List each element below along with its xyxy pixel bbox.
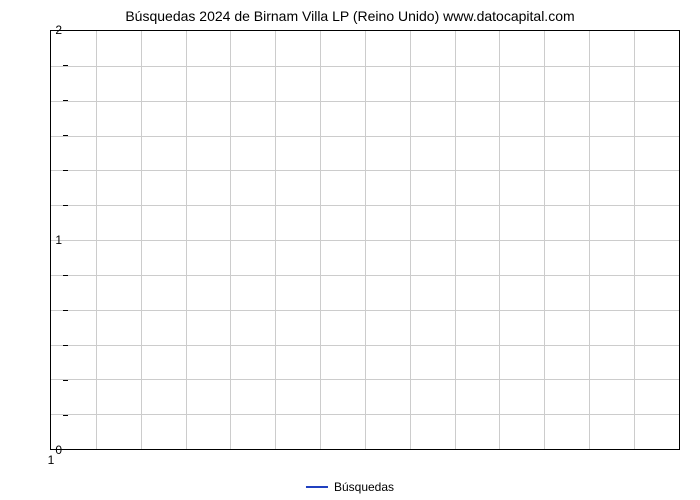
y-minor-tick	[63, 310, 68, 311]
y-minor-tick	[63, 100, 68, 101]
grid-h	[51, 310, 679, 311]
grid-h	[51, 240, 679, 241]
y-minor-tick	[63, 415, 68, 416]
legend-label: Búsquedas	[334, 480, 394, 494]
grid-h	[51, 275, 679, 276]
grid-h	[51, 205, 679, 206]
y-minor-tick	[63, 65, 68, 66]
y-tick-label: 2	[55, 23, 62, 37]
grid-h	[51, 379, 679, 380]
y-minor-tick	[63, 275, 68, 276]
y-minor-tick	[63, 170, 68, 171]
grid-h	[51, 345, 679, 346]
chart-container: 1	[50, 30, 680, 450]
y-minor-tick	[63, 345, 68, 346]
x-tick-label: 1	[48, 453, 55, 467]
grid-h	[51, 66, 679, 67]
y-minor-tick	[63, 380, 68, 381]
grid-h	[51, 414, 679, 415]
plot-area: 1	[50, 30, 680, 450]
legend: Búsquedas	[306, 480, 394, 494]
y-tick-label: 0	[55, 443, 62, 457]
grid-h	[51, 101, 679, 102]
chart-title: Búsquedas 2024 de Birnam Villa LP (Reino…	[0, 0, 700, 24]
y-tick-label: 1	[55, 233, 62, 247]
grid-h	[51, 170, 679, 171]
y-minor-tick	[63, 135, 68, 136]
grid-h	[51, 136, 679, 137]
y-minor-tick	[63, 205, 68, 206]
legend-line-icon	[306, 486, 328, 488]
